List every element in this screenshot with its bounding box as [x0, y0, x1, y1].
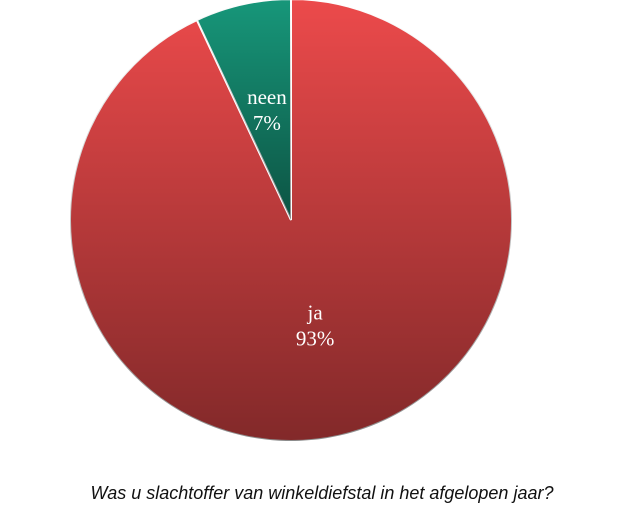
value-label: 93% [296, 327, 335, 351]
chart-title: Was u slachtoffer van winkeldiefstal in … [91, 483, 554, 503]
slice-label: ja [307, 301, 324, 325]
slice-label: neen [247, 85, 287, 109]
value-label: 7% [253, 111, 281, 135]
slice-shade [196, 0, 291, 220]
pie [69, 0, 513, 442]
slice-shade [70, 0, 512, 441]
